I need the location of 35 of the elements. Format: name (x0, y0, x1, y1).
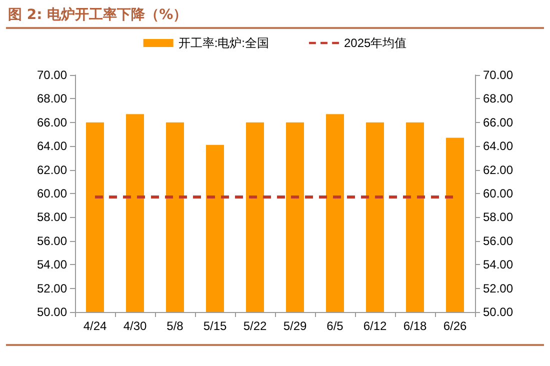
y-tick-label: 62.00 (36, 162, 68, 177)
x-tick-label: 6/26 (443, 319, 467, 333)
y-tick-label: 54.00 (36, 258, 68, 272)
y2-tick-label: 62.00 (483, 162, 514, 177)
y2-tick-label: 54.00 (483, 258, 514, 272)
y-tick-label: 64.00 (36, 139, 68, 154)
legend-label: 开工率:电炉:全国 (178, 36, 269, 50)
x-tick-label: 5/22 (243, 319, 267, 333)
y2-tick-label: 66.00 (483, 115, 514, 130)
y-tick-label: 68.00 (36, 92, 68, 106)
y-tick-label: 70.00 (36, 68, 68, 82)
chart-title: 图 2: 电炉开工率下降（%） (8, 6, 188, 24)
y2-tick-label: 60.00 (483, 186, 514, 200)
x-tick-label: 4/24 (83, 319, 107, 333)
x-tick-label: 6/18 (403, 319, 427, 333)
y-tick-label: 56.00 (36, 234, 68, 248)
y2-tick-label: 68.00 (483, 92, 514, 106)
y-tick-label: 66.00 (36, 115, 68, 130)
x-tick-label: 4/30 (123, 319, 147, 333)
y-tick-label: 60.00 (36, 186, 68, 200)
y2-tick-label: 52.00 (483, 281, 514, 296)
x-tick-label: 5/29 (283, 319, 307, 333)
x-tick-label: 6/12 (363, 319, 387, 333)
y2-tick-label: 58.00 (483, 210, 514, 224)
y-tick-label: 50.00 (36, 305, 68, 319)
y2-tick-label: 56.00 (483, 234, 514, 248)
y2-tick-label: 50.00 (483, 305, 514, 319)
x-tick-label: 5/15 (203, 319, 227, 333)
x-tick-label: 5/8 (166, 319, 184, 333)
y-tick-label: 58.00 (36, 210, 68, 224)
y2-tick-label: 64.00 (483, 139, 514, 154)
y-tick-label: 52.00 (36, 281, 68, 296)
x-tick-label: 6/5 (326, 319, 344, 333)
y2-tick-label: 70.00 (483, 68, 514, 82)
legend-label: 2025年均值 (344, 36, 407, 50)
